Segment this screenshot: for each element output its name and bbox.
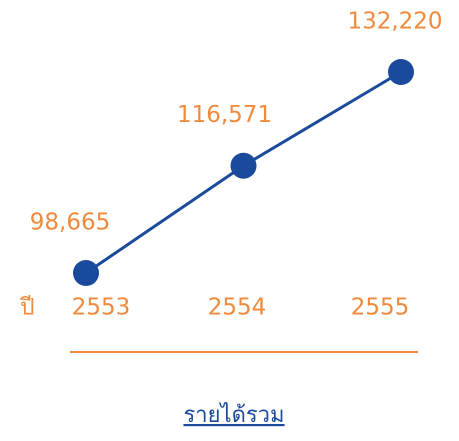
value-label: 132,220 [347, 9, 442, 35]
x-tick-label: 2555 [351, 295, 410, 321]
chart-title: รายได้รวม [183, 402, 284, 428]
point [73, 260, 99, 286]
point [230, 152, 257, 179]
x-tick-label: 2553 [72, 295, 131, 321]
point [388, 59, 414, 85]
value-label: 98,665 [30, 210, 110, 236]
x-axis-label: ปี [19, 295, 34, 321]
x-tick-label: 2554 [208, 295, 267, 321]
value-label: 116,571 [177, 102, 272, 128]
